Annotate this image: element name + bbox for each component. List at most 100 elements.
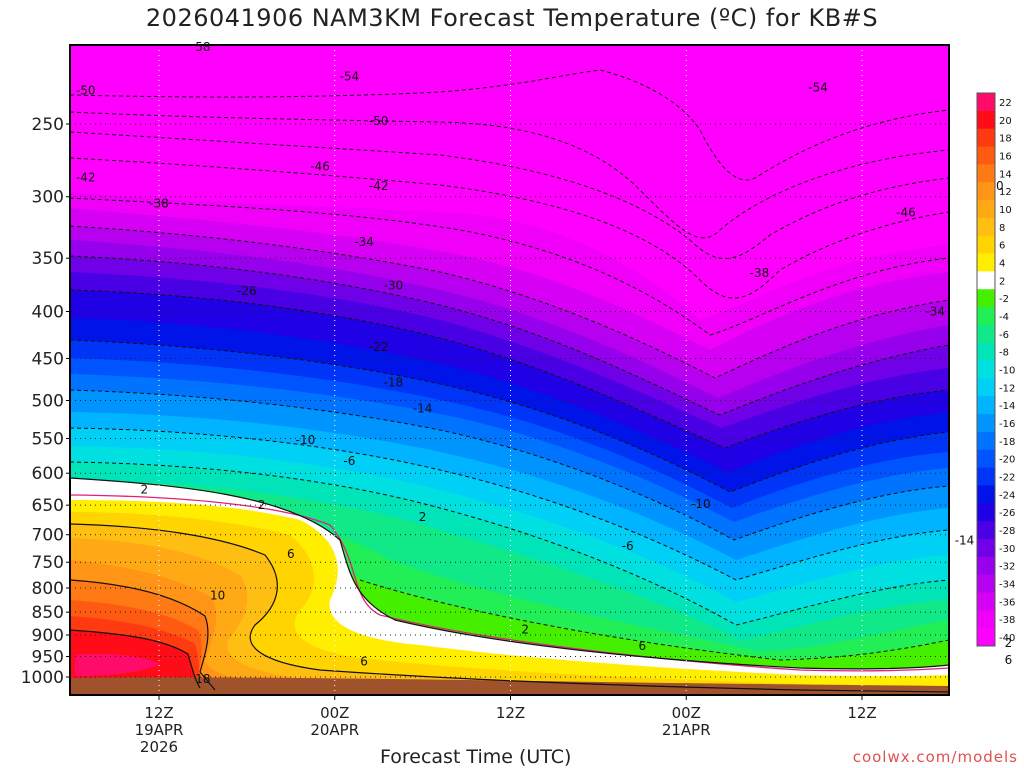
colorbar-swatch-6 (977, 200, 995, 219)
y-tick-label-900: 900 (32, 626, 64, 646)
colorbar-label-4: 14 (999, 169, 1012, 180)
colorbar-label-30: -40 (999, 633, 1015, 644)
contour-label-27: 6 (287, 547, 295, 561)
colorbar-swatch-18 (977, 414, 995, 433)
colorbar-label-29: -38 (999, 615, 1015, 626)
colorbar-label-27: -34 (999, 580, 1015, 591)
colorbar-swatch-28 (977, 592, 995, 611)
colorbar: 22 20 18 16 14 12 10 8 6 4 2 -2 -4 -6 -8 -10 -12 -14 -16 -1… (976, 92, 1015, 647)
colorbar-swatch-4 (977, 164, 995, 183)
x-tick-label-0-2: 2026 (140, 738, 178, 756)
colorbar-label-22: -24 (999, 490, 1015, 501)
contour-label-28: -6 (622, 539, 634, 553)
colorbar-swatch-5 (977, 182, 995, 201)
y-tick-label-600: 600 (32, 464, 64, 484)
colorbar-swatch-20 (977, 449, 995, 469)
colorbar-label-7: 8 (999, 223, 1005, 234)
contour-label-18: -18 (384, 376, 404, 390)
colorbar-label-10: 2 (999, 276, 1005, 287)
colorbar-swatch-10 (977, 271, 995, 290)
colorbar-swatch-29 (977, 610, 995, 629)
x-tick-label-4-0: 12Z (847, 704, 876, 722)
colorbar-label-3: 16 (999, 151, 1012, 162)
colorbar-label-12: -4 (999, 312, 1009, 323)
contour-label-16: -22 (369, 340, 389, 354)
ground-surface (70, 677, 949, 695)
colorbar-swatch-22 (977, 485, 995, 504)
colorbar-label-2: 18 (999, 134, 1012, 145)
colorbar-swatch-1 (977, 110, 995, 130)
plot-gridlines (70, 45, 949, 695)
colorbar-swatch-23 (977, 503, 995, 522)
colorbar-label-5: 12 (999, 187, 1012, 198)
colorbar-label-13: -6 (999, 330, 1009, 341)
freezing-line (70, 494, 949, 672)
colorbar-label-11: -2 (999, 294, 1009, 305)
contour-label-12: -38 (750, 266, 770, 280)
contour-label-25: 2 (419, 510, 427, 524)
contour-label-15: -34 (925, 304, 945, 318)
colorbar-swatch-21 (977, 467, 995, 486)
y-tick-label-1000: 1000 (21, 668, 64, 688)
colorbar-swatch-13 (977, 324, 995, 344)
y-tick-label-550: 550 (32, 430, 64, 450)
x-tick-label-3-1: 21APR (662, 721, 711, 739)
colorbar-swatch-26 (977, 556, 995, 576)
colorbar-label-16: -12 (999, 383, 1015, 394)
colorbar-label-24: -28 (999, 526, 1015, 537)
colorbar-swatch-14 (977, 342, 995, 362)
colorbar-label-25: -30 (999, 544, 1015, 555)
y-tick-label-400: 400 (32, 302, 64, 322)
contour-label-24: 2 (258, 498, 266, 512)
colorbar-swatch-19 (977, 431, 995, 451)
contour-label-37: 6 (1005, 653, 1013, 667)
colorbar-frame (976, 92, 996, 647)
colorbar-swatch-16 (977, 378, 995, 397)
contour-label-10: -46 (896, 205, 916, 219)
y-tick-label-450: 450 (32, 349, 64, 369)
contour-label-22: -6 (343, 454, 355, 468)
contour-label-7: -42 (369, 179, 389, 193)
contour-label-34: 6 (638, 639, 646, 653)
colorbar-label-6: 10 (999, 205, 1012, 216)
x-axis-label: Forecast Time (UTC) (380, 746, 572, 768)
contour-label-0: 58 (195, 40, 210, 54)
colorbar-label-23: -26 (999, 508, 1015, 519)
contour-label-26: -10 (691, 497, 711, 511)
y-tick-label-250: 250 (32, 115, 64, 135)
colorbar-label-8: 6 (999, 241, 1005, 252)
x-tick-label-3-0: 00Z (672, 704, 701, 722)
chart-title: 2026041906 NAM3KM Forecast Temperature (… (145, 4, 879, 32)
colorbar-label-19: -18 (999, 437, 1015, 448)
x-tick-label-1-1: 20APR (310, 721, 359, 739)
y-tick-label-300: 300 (32, 188, 64, 208)
colorbar-label-0: 22 (999, 98, 1012, 109)
x-tick-label-0-0: 12Z (144, 704, 173, 722)
contour-label-6: -42 (76, 171, 96, 185)
colorbar-swatch-7 (977, 217, 995, 237)
band-plus20 (75, 654, 160, 676)
y-tick-label-850: 850 (32, 603, 64, 623)
y-tick-label-350: 350 (32, 249, 64, 269)
colorbar-swatch-11 (977, 289, 995, 308)
contour-label-38: 18 (195, 672, 210, 686)
x-tick-label-0-1: 19APR (135, 721, 184, 739)
colorbar-label-1: 20 (999, 116, 1012, 127)
y-tick-label-700: 700 (32, 526, 64, 546)
contour-labels: 58-54-50-50-54-46-42-42-50-38-46-34-38-2… (76, 40, 1013, 686)
contour-label-3: -50 (369, 114, 389, 128)
y-tick-label-800: 800 (32, 579, 64, 599)
contour-label-11: -34 (354, 235, 374, 249)
colorbar-label-18: -16 (999, 419, 1015, 430)
y-tick-label-650: 650 (32, 496, 64, 516)
contour-label-5: -46 (310, 159, 330, 173)
contour-label-23: 2 (141, 483, 149, 497)
colorbar-label-26: -32 (999, 562, 1015, 573)
y-tick-label-500: 500 (32, 392, 64, 412)
contour-label-36: 6 (360, 655, 368, 669)
contour-label-30: 10 (210, 588, 225, 602)
colorbar-swatch-17 (977, 396, 995, 415)
y-tick-label-750: 750 (32, 553, 64, 573)
contour-label-4: -54 (808, 80, 828, 94)
